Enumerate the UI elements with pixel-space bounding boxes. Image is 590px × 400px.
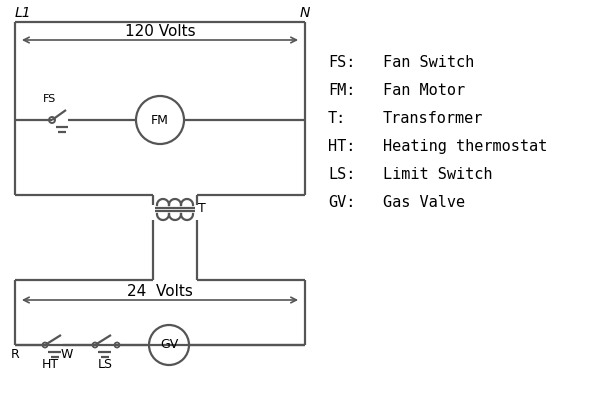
Text: Transformer: Transformer [383,111,483,126]
Text: FM:: FM: [328,83,355,98]
Text: Gas Valve: Gas Valve [383,195,465,210]
Text: T: T [198,202,206,216]
Text: R: R [11,348,19,361]
Text: FS:: FS: [328,55,355,70]
Text: HT:: HT: [328,139,355,154]
Text: GV: GV [160,338,178,352]
Text: 120 Volts: 120 Volts [124,24,195,39]
Text: W: W [61,348,73,361]
Text: HT: HT [41,358,58,371]
Text: 24  Volts: 24 Volts [127,284,193,299]
Text: FM: FM [151,114,169,126]
Text: Heating thermostat: Heating thermostat [383,139,548,154]
Text: Fan Motor: Fan Motor [383,83,465,98]
Text: GV:: GV: [328,195,355,210]
Text: FS: FS [44,94,57,104]
Text: Limit Switch: Limit Switch [383,167,493,182]
Text: LS: LS [97,358,113,371]
Text: Fan Switch: Fan Switch [383,55,474,70]
Text: LS:: LS: [328,167,355,182]
Text: T:: T: [328,111,346,126]
Text: N: N [300,6,310,20]
Text: L1: L1 [15,6,32,20]
